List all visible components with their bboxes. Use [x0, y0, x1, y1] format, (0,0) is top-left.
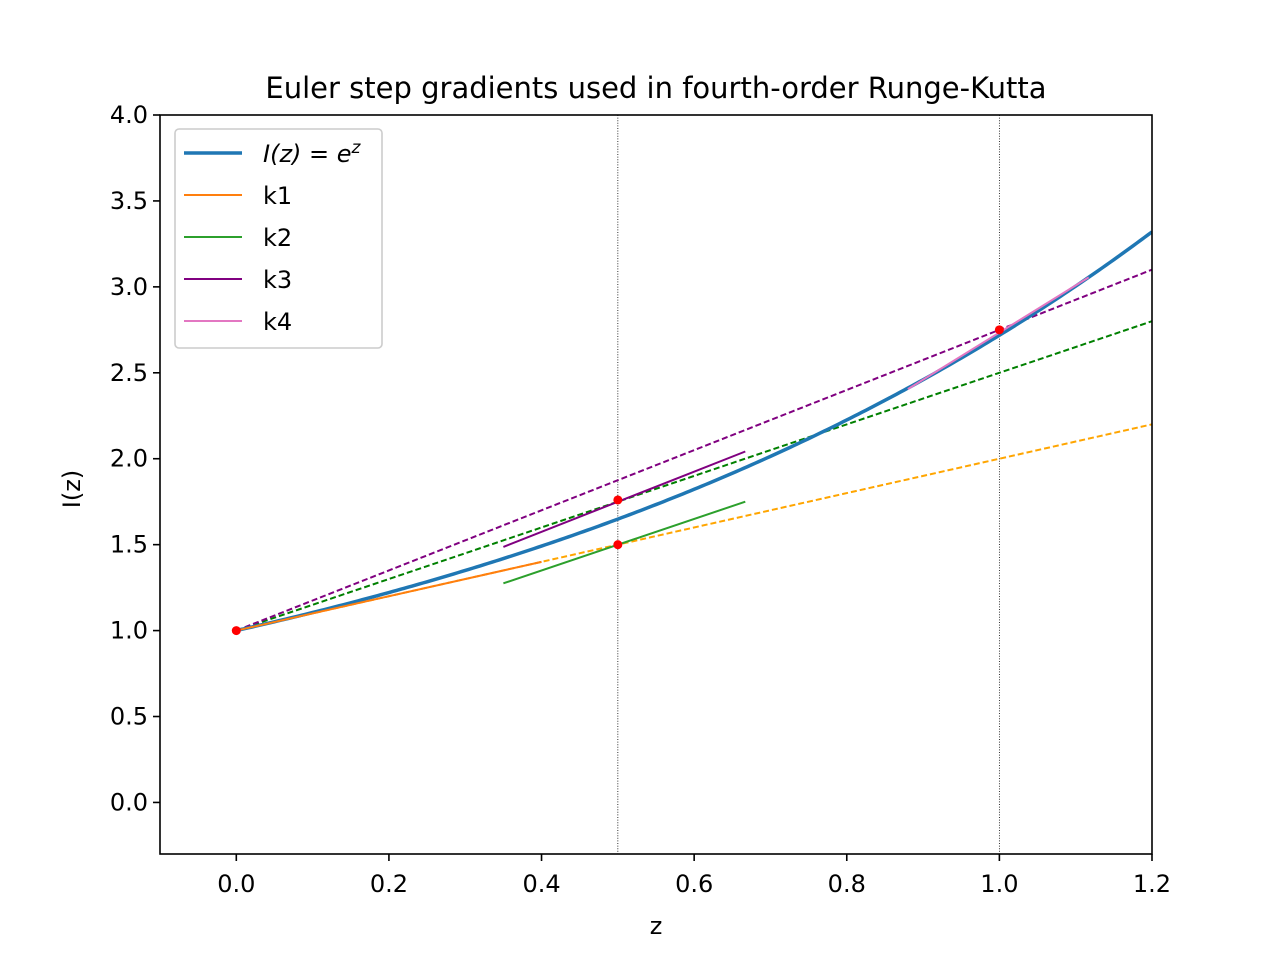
y-tick-label: 1.5 — [110, 531, 148, 559]
x-tick-label: 1.2 — [1133, 870, 1171, 898]
segment-k3 — [503, 450, 746, 548]
x-tick-label: 0.6 — [675, 870, 713, 898]
x-axis-label: z — [650, 912, 663, 940]
y-tick-label: 2.0 — [110, 445, 148, 473]
segment-k2 — [503, 500, 746, 585]
plot-area — [231, 115, 1152, 854]
legend-label: k1 — [263, 182, 292, 210]
y-tick-label: 2.5 — [110, 359, 148, 387]
axes: 0.0 0.2 0.4 0.6 0.8 1.0 1.2 0.0 0.5 1.0 1.5 2.0 2.5 3… — [110, 101, 1171, 898]
x-tick-label: 0.2 — [370, 870, 408, 898]
legend: I(z) = ez k1 k2 k3 k4 — [174, 128, 383, 349]
y-tick-label: 0.0 — [110, 788, 148, 816]
legend-label: I(z) = ez — [263, 138, 362, 168]
legend-label: k3 — [263, 266, 292, 294]
chart-title: Euler step gradients used in fourth-orde… — [265, 71, 1046, 105]
plot-frame — [159, 114, 1153, 855]
y-tick-label: 1.0 — [110, 617, 148, 645]
legend-label: k2 — [263, 224, 292, 252]
x-tick-label: 0.8 — [828, 870, 866, 898]
legend-box — [174, 128, 383, 349]
x-tick-label: 0.4 — [522, 870, 560, 898]
data-point — [231, 626, 241, 636]
y-axis-label: I(z) — [58, 470, 86, 508]
y-tick-label: 0.5 — [110, 703, 148, 731]
x-tick-label: 1.0 — [980, 870, 1018, 898]
legend-label: k4 — [263, 308, 292, 336]
data-point — [613, 495, 623, 505]
legend-label-superscript: z — [351, 138, 362, 158]
dashed-gradient-line — [235, 320, 1152, 632]
segment-k1 — [236, 560, 542, 632]
y-tick-label: 4.0 — [110, 101, 148, 129]
y-tick-label: 3.5 — [110, 187, 148, 215]
y-tick-label: 3.0 — [110, 273, 148, 301]
exp-curve-line — [235, 230, 1152, 633]
data-point — [613, 540, 623, 550]
x-tick-label: 0.0 — [217, 870, 255, 898]
data-point — [994, 325, 1004, 335]
